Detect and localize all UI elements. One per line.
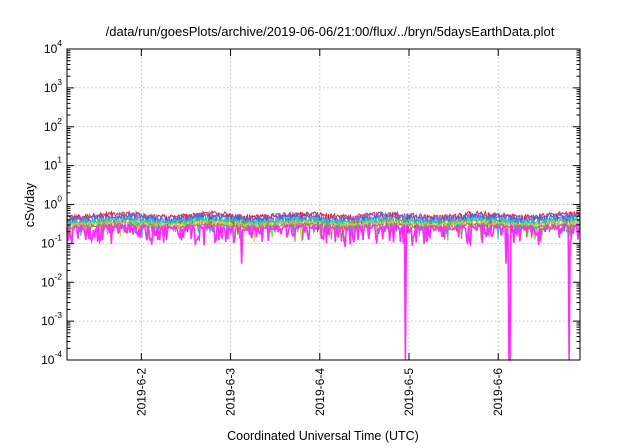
y-tick-label: 10-4 [41, 349, 62, 367]
y-axis: 10-4 10-3 10-2 10-1 100 101 102 103 104 [41, 38, 580, 367]
x-tick-label: 2019-6-2 [134, 368, 148, 416]
x-axis: 2019-6-2 2019-6-3 2019-6-4 2019-6-5 2019-6-6 [134, 49, 505, 416]
y-axis-label: cSv/day [23, 182, 37, 227]
y-tick-label: 10-1 [41, 232, 62, 250]
y-tick-label: 10-2 [41, 271, 62, 289]
series-lines [66, 209, 581, 361]
series-line [66, 220, 581, 243]
x-tick-label: 2019-6-5 [402, 368, 416, 416]
x-axis-label: Coordinated Universal Time (UTC) [227, 429, 419, 443]
y-tick-label: 103 [44, 77, 62, 95]
x-tick-label: 2019-6-4 [313, 368, 327, 416]
x-tick-label: 2019-6-6 [491, 368, 505, 416]
y-tick-label: 104 [44, 38, 62, 56]
y-tick-label: 100 [44, 194, 62, 212]
y-tick-label: 10-3 [41, 310, 62, 328]
x-tick-label: 2019-6-3 [224, 368, 238, 416]
series-line [66, 221, 581, 361]
chart-title: /data/run/goesPlots/archive/2019-06-06/2… [106, 24, 555, 39]
grid [67, 49, 580, 360]
y-tick-label: 102 [44, 116, 62, 134]
y-tick-label: 101 [44, 155, 62, 173]
